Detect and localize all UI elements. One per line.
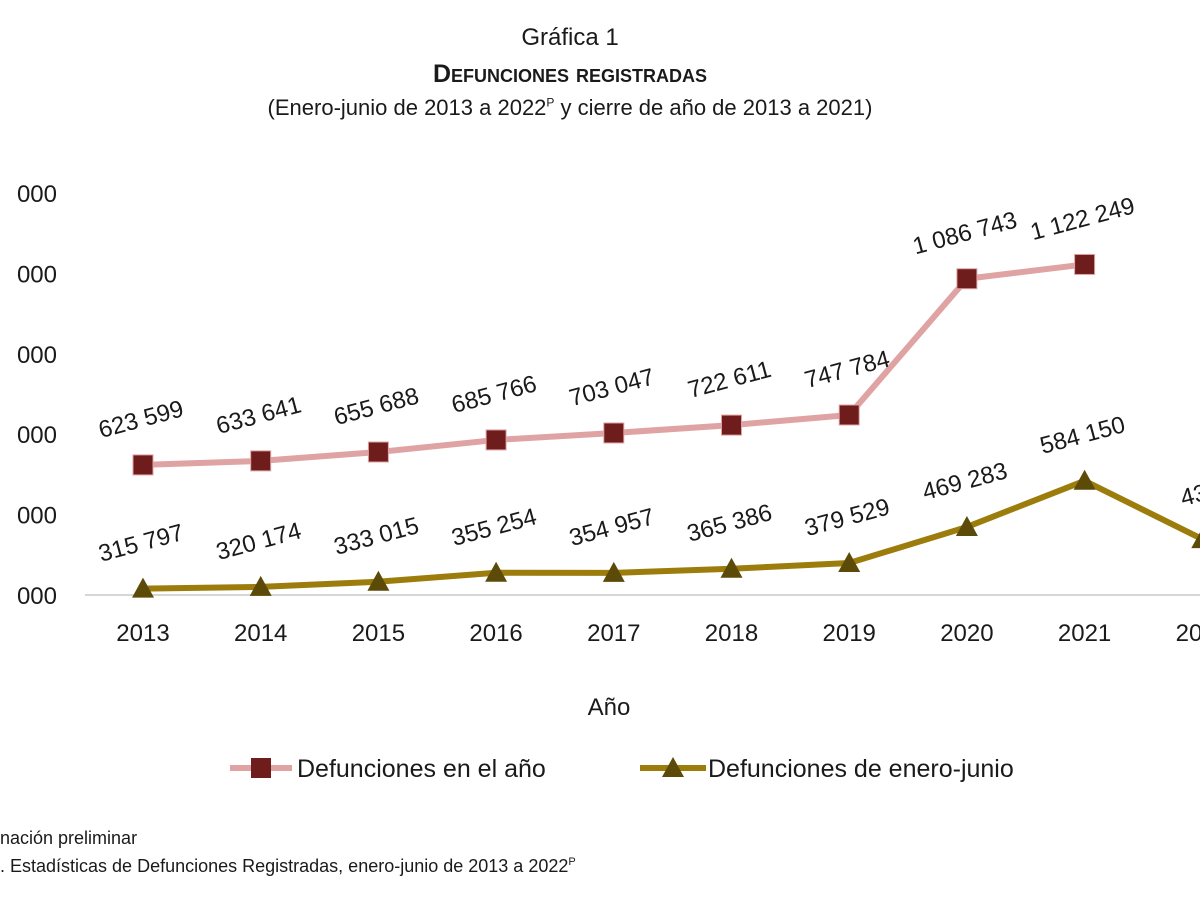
data-point-triangle xyxy=(485,561,508,582)
data-point-triangle xyxy=(955,515,978,536)
x-tick-label: 2022 xyxy=(1176,620,1200,647)
y-tick-label: 000 xyxy=(17,261,57,288)
data-label: 1 122 249 xyxy=(1028,192,1138,246)
x-axis-label: Año xyxy=(588,694,631,721)
data-label: 623 599 xyxy=(96,395,187,444)
data-point-square xyxy=(485,429,507,451)
footnote-2: . Estadísticas de Defunciones Registrada… xyxy=(0,856,576,877)
y-tick-label: 000 xyxy=(17,583,57,610)
data-point-square xyxy=(956,268,978,290)
data-point-triangle xyxy=(720,557,743,578)
data-label: 685 766 xyxy=(449,370,540,419)
data-label: 584 150 xyxy=(1037,411,1128,460)
data-point-square xyxy=(132,454,154,476)
data-point-square xyxy=(367,441,389,463)
legend-marker-triangle xyxy=(662,757,684,777)
x-tick-label: 2014 xyxy=(234,620,287,647)
chart-title: Gráfica 1 xyxy=(521,24,619,51)
y-tick-label: 000 xyxy=(17,181,57,208)
legend-label-2: Defunciones de enero-junio xyxy=(708,755,1014,783)
x-tick-label: 2019 xyxy=(823,620,876,647)
x-tick-label: 2016 xyxy=(469,620,522,647)
data-label: 655 688 xyxy=(331,383,422,432)
footnote-2-text: . Estadísticas de Defunciones Registrada… xyxy=(0,856,569,876)
data-point-triangle xyxy=(602,561,625,582)
x-tick-label: 2017 xyxy=(587,620,640,647)
data-label: 469 283 xyxy=(920,457,1011,506)
data-point-triangle xyxy=(1191,532,1200,549)
series-line-2 xyxy=(142,477,1200,592)
x-tick-label: 2020 xyxy=(940,620,993,647)
data-label: 320 174 xyxy=(213,517,304,566)
data-point-square xyxy=(721,414,742,436)
data-label: 354 957 xyxy=(566,503,657,552)
data-point-triangle xyxy=(838,552,861,573)
data-point-square xyxy=(1074,253,1096,275)
data-point-square xyxy=(603,422,625,444)
x-tick-label: 2013 xyxy=(116,620,169,647)
chart-subtitle: Defunciones registradas xyxy=(432,60,708,88)
data-label: 747 784 xyxy=(802,345,893,394)
y-tick-label: 000 xyxy=(17,503,57,530)
data-point-triangle xyxy=(132,577,154,598)
data-label: 439 xyxy=(1178,476,1200,512)
range-note-end: y cierre de año de 2013 a 2021) xyxy=(554,95,873,120)
data-label: 365 386 xyxy=(684,499,775,548)
y-tick-label: 000 xyxy=(17,422,57,449)
y-tick-label: 000 xyxy=(17,342,57,369)
footnote-2-sup: P xyxy=(568,856,576,868)
data-label: 315 797 xyxy=(96,519,187,568)
data-label: 333 015 xyxy=(331,512,422,561)
data-point-square xyxy=(250,450,272,472)
range-note-sup: P xyxy=(546,95,555,110)
chart-range-note: (Enero-junio de 2013 a 2022P y cierre de… xyxy=(0,95,1140,121)
data-point-triangle xyxy=(249,575,272,596)
data-label: 355 254 xyxy=(449,503,540,552)
data-label: 722 611 xyxy=(685,356,774,404)
range-note-start: (Enero-junio de 2013 a 2022 xyxy=(267,95,547,120)
data-label: 379 529 xyxy=(802,494,893,543)
legend-label-1: Defunciones en el año xyxy=(297,755,546,783)
footnote-1: nación preliminar xyxy=(0,828,138,848)
x-tick-label: 2018 xyxy=(705,620,758,647)
legend-marker-square xyxy=(251,758,271,778)
data-label: 1 086 743 xyxy=(910,207,1020,261)
x-tick-label: 2015 xyxy=(352,620,405,647)
data-label: 703 047 xyxy=(566,363,657,412)
data-label: 633 641 xyxy=(213,391,304,440)
data-point-square xyxy=(838,404,860,426)
x-tick-label: 2021 xyxy=(1058,620,1111,647)
data-point-triangle xyxy=(367,570,390,591)
data-point-triangle xyxy=(1073,469,1096,490)
